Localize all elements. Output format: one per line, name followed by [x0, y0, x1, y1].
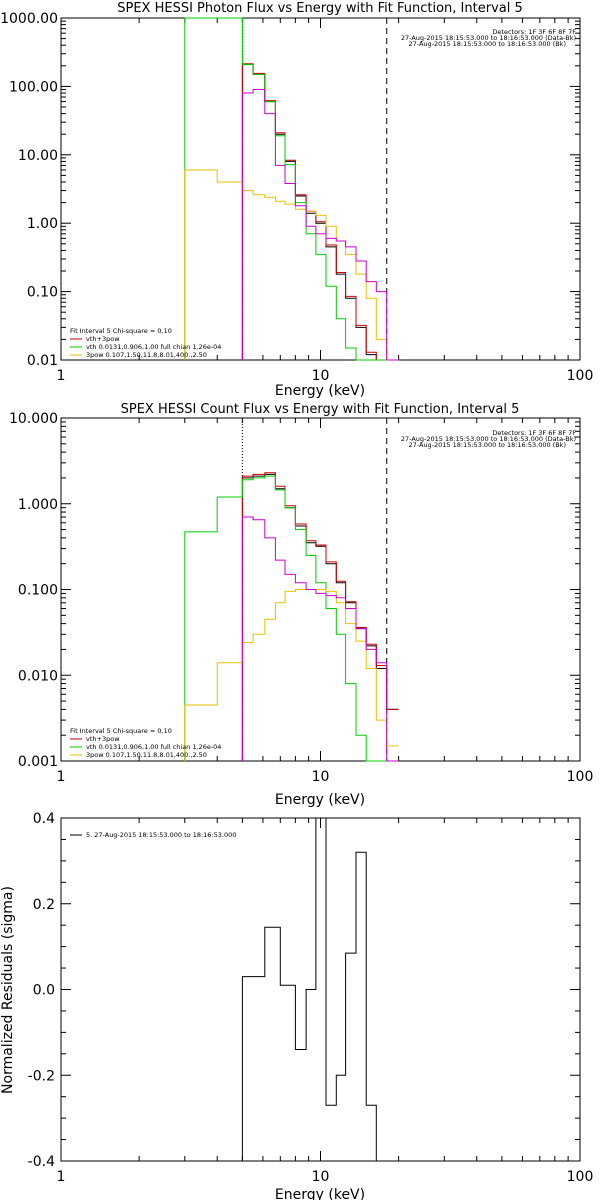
- x-tick-label: 1: [57, 1169, 66, 1185]
- x-tick-label: 10: [312, 368, 330, 384]
- photon-flux-axes: 1 10 100 0.01 0.10 1.00 10.00 100.00 1000.00: [0, 11, 593, 384]
- residuals-xlabel: Energy (keV): [275, 1187, 365, 1200]
- info-detectors: Detectors: 1F 3F 6F 8F 7F: [492, 28, 576, 36]
- y-tick-label: 0.0: [33, 983, 55, 999]
- histogram-series-2: [184, 17, 399, 361]
- y-tick-label: -0.4: [28, 1154, 55, 1170]
- y-tick-label: 0.010: [18, 668, 58, 684]
- count-flux-info-right: Detectors: 1F 3F 6F 8F 7F 27-Aug-2015 18…: [401, 429, 576, 449]
- y-tick-label: 1.00: [27, 216, 58, 232]
- count-flux-panel: SPEX HESSI Count Flux vs Energy with Fit…: [9, 402, 593, 808]
- count-flux-title: SPEX HESSI Count Flux vs Energy with Fit…: [121, 402, 520, 417]
- histogram-series-0: [241, 817, 387, 1162]
- photon-flux-title: SPEX HESSI Photon Flux vs Energy with Fi…: [117, 1, 523, 16]
- photon-flux-info-left: Fit Interval 5 Chi-square = 0.10 vth+3po…: [70, 327, 221, 359]
- y-tick-label: 0.10: [27, 285, 58, 301]
- count-flux-series: [184, 418, 399, 762]
- count-flux-xlabel: Energy (keV): [275, 792, 365, 808]
- legend-vth: vth 0.0131,0.906,1.00 full chian 1.26e-0…: [86, 343, 221, 351]
- y-tick-label: 0.001: [18, 754, 58, 770]
- info-data-bk: 27-Aug-2015 18:15:53.000 to 18:16:53.000…: [401, 435, 576, 443]
- y-tick-label: 0.4: [33, 811, 55, 827]
- residuals-axes: 1 10 100 -0.4 -0.2 0.0 0.2 0.4: [28, 811, 594, 1185]
- x-tick-label: 1: [57, 368, 66, 384]
- x-tick-label: 1: [57, 769, 66, 785]
- x-tick-label: 10: [312, 769, 330, 785]
- histogram-series-2: [184, 475, 399, 762]
- residuals-panel: 1 10 100 -0.4 -0.2 0.0 0.2 0.4 Energy (keV) Nor…: [0, 811, 593, 1200]
- x-tick-label: 100: [567, 769, 594, 785]
- photon-flux-xlabel: Energy (keV): [275, 383, 365, 399]
- x-tick-label: 10: [312, 1169, 330, 1185]
- info-bk: 27-Aug-2015 18:15:53.000 to 18:16:53.000…: [409, 441, 566, 449]
- fit-interval-text: Fit Interval 5 Chi-square = 0.10: [70, 327, 172, 335]
- photon-flux-panel: SPEX HESSI Photon Flux vs Energy with Fi…: [0, 1, 593, 399]
- y-tick-label: 100.00: [9, 79, 58, 95]
- y-tick-label: 10.000: [9, 411, 58, 427]
- fit-interval-text: Fit Interval 5 Chi-square = 0.10: [70, 727, 172, 735]
- residuals-legend: 5. 27-Aug-2015 18:15:53.000 to 18:16:53.…: [86, 831, 236, 839]
- y-tick-label: 10.00: [18, 148, 58, 164]
- residuals-ylabel: Normalized Residuals (sigma): [0, 886, 16, 1094]
- photon-flux-info-right: Detectors: 1F 3F 6F 8F 7F 27-Aug-2015 18…: [401, 28, 576, 48]
- y-tick-label: 1000.00: [0, 11, 58, 27]
- legend-3pow: 3pow 0.107,1.50,11.8,8.01,400.,2.50: [86, 751, 207, 759]
- y-tick-label: 0.100: [18, 583, 58, 599]
- x-tick-label: 100: [567, 1169, 594, 1185]
- x-tick-label: 100: [567, 368, 594, 384]
- residuals-series: [241, 817, 387, 1162]
- legend-vth3pow: vth+3pow: [86, 735, 120, 743]
- legend-vth: vth 0.0131,0.906,1.00 full chian 1.26e-0…: [86, 743, 221, 751]
- histogram-series-4: [241, 516, 399, 762]
- y-tick-label: 0.01: [27, 353, 58, 369]
- y-tick-label: 0.2: [33, 897, 55, 913]
- y-tick-label: 1.000: [18, 497, 58, 513]
- legend-vth3pow: vth+3pow: [86, 335, 120, 343]
- info-detectors: Detectors: 1F 3F 6F 8F 7F: [492, 429, 576, 437]
- y-tick-label: -0.2: [28, 1068, 55, 1084]
- count-flux-axes: 1 10 100 0.001 0.010 0.100 1.000 10.000: [9, 411, 593, 785]
- photon-flux-series: [184, 17, 399, 361]
- info-data-bk: 27-Aug-2015 18:15:53.000 to 18:16:53.000…: [401, 34, 576, 42]
- count-flux-info-left: Fit Interval 5 Chi-square = 0.10 vth+3po…: [70, 727, 221, 759]
- legend-3pow: 3pow 0.107,1.50,11.8,8.01,400.,2.50: [86, 351, 207, 359]
- histogram-series-4: [241, 89, 399, 361]
- info-bk: 27-Aug-2015 18:15:53.000 to 18:16:53.000…: [409, 40, 566, 48]
